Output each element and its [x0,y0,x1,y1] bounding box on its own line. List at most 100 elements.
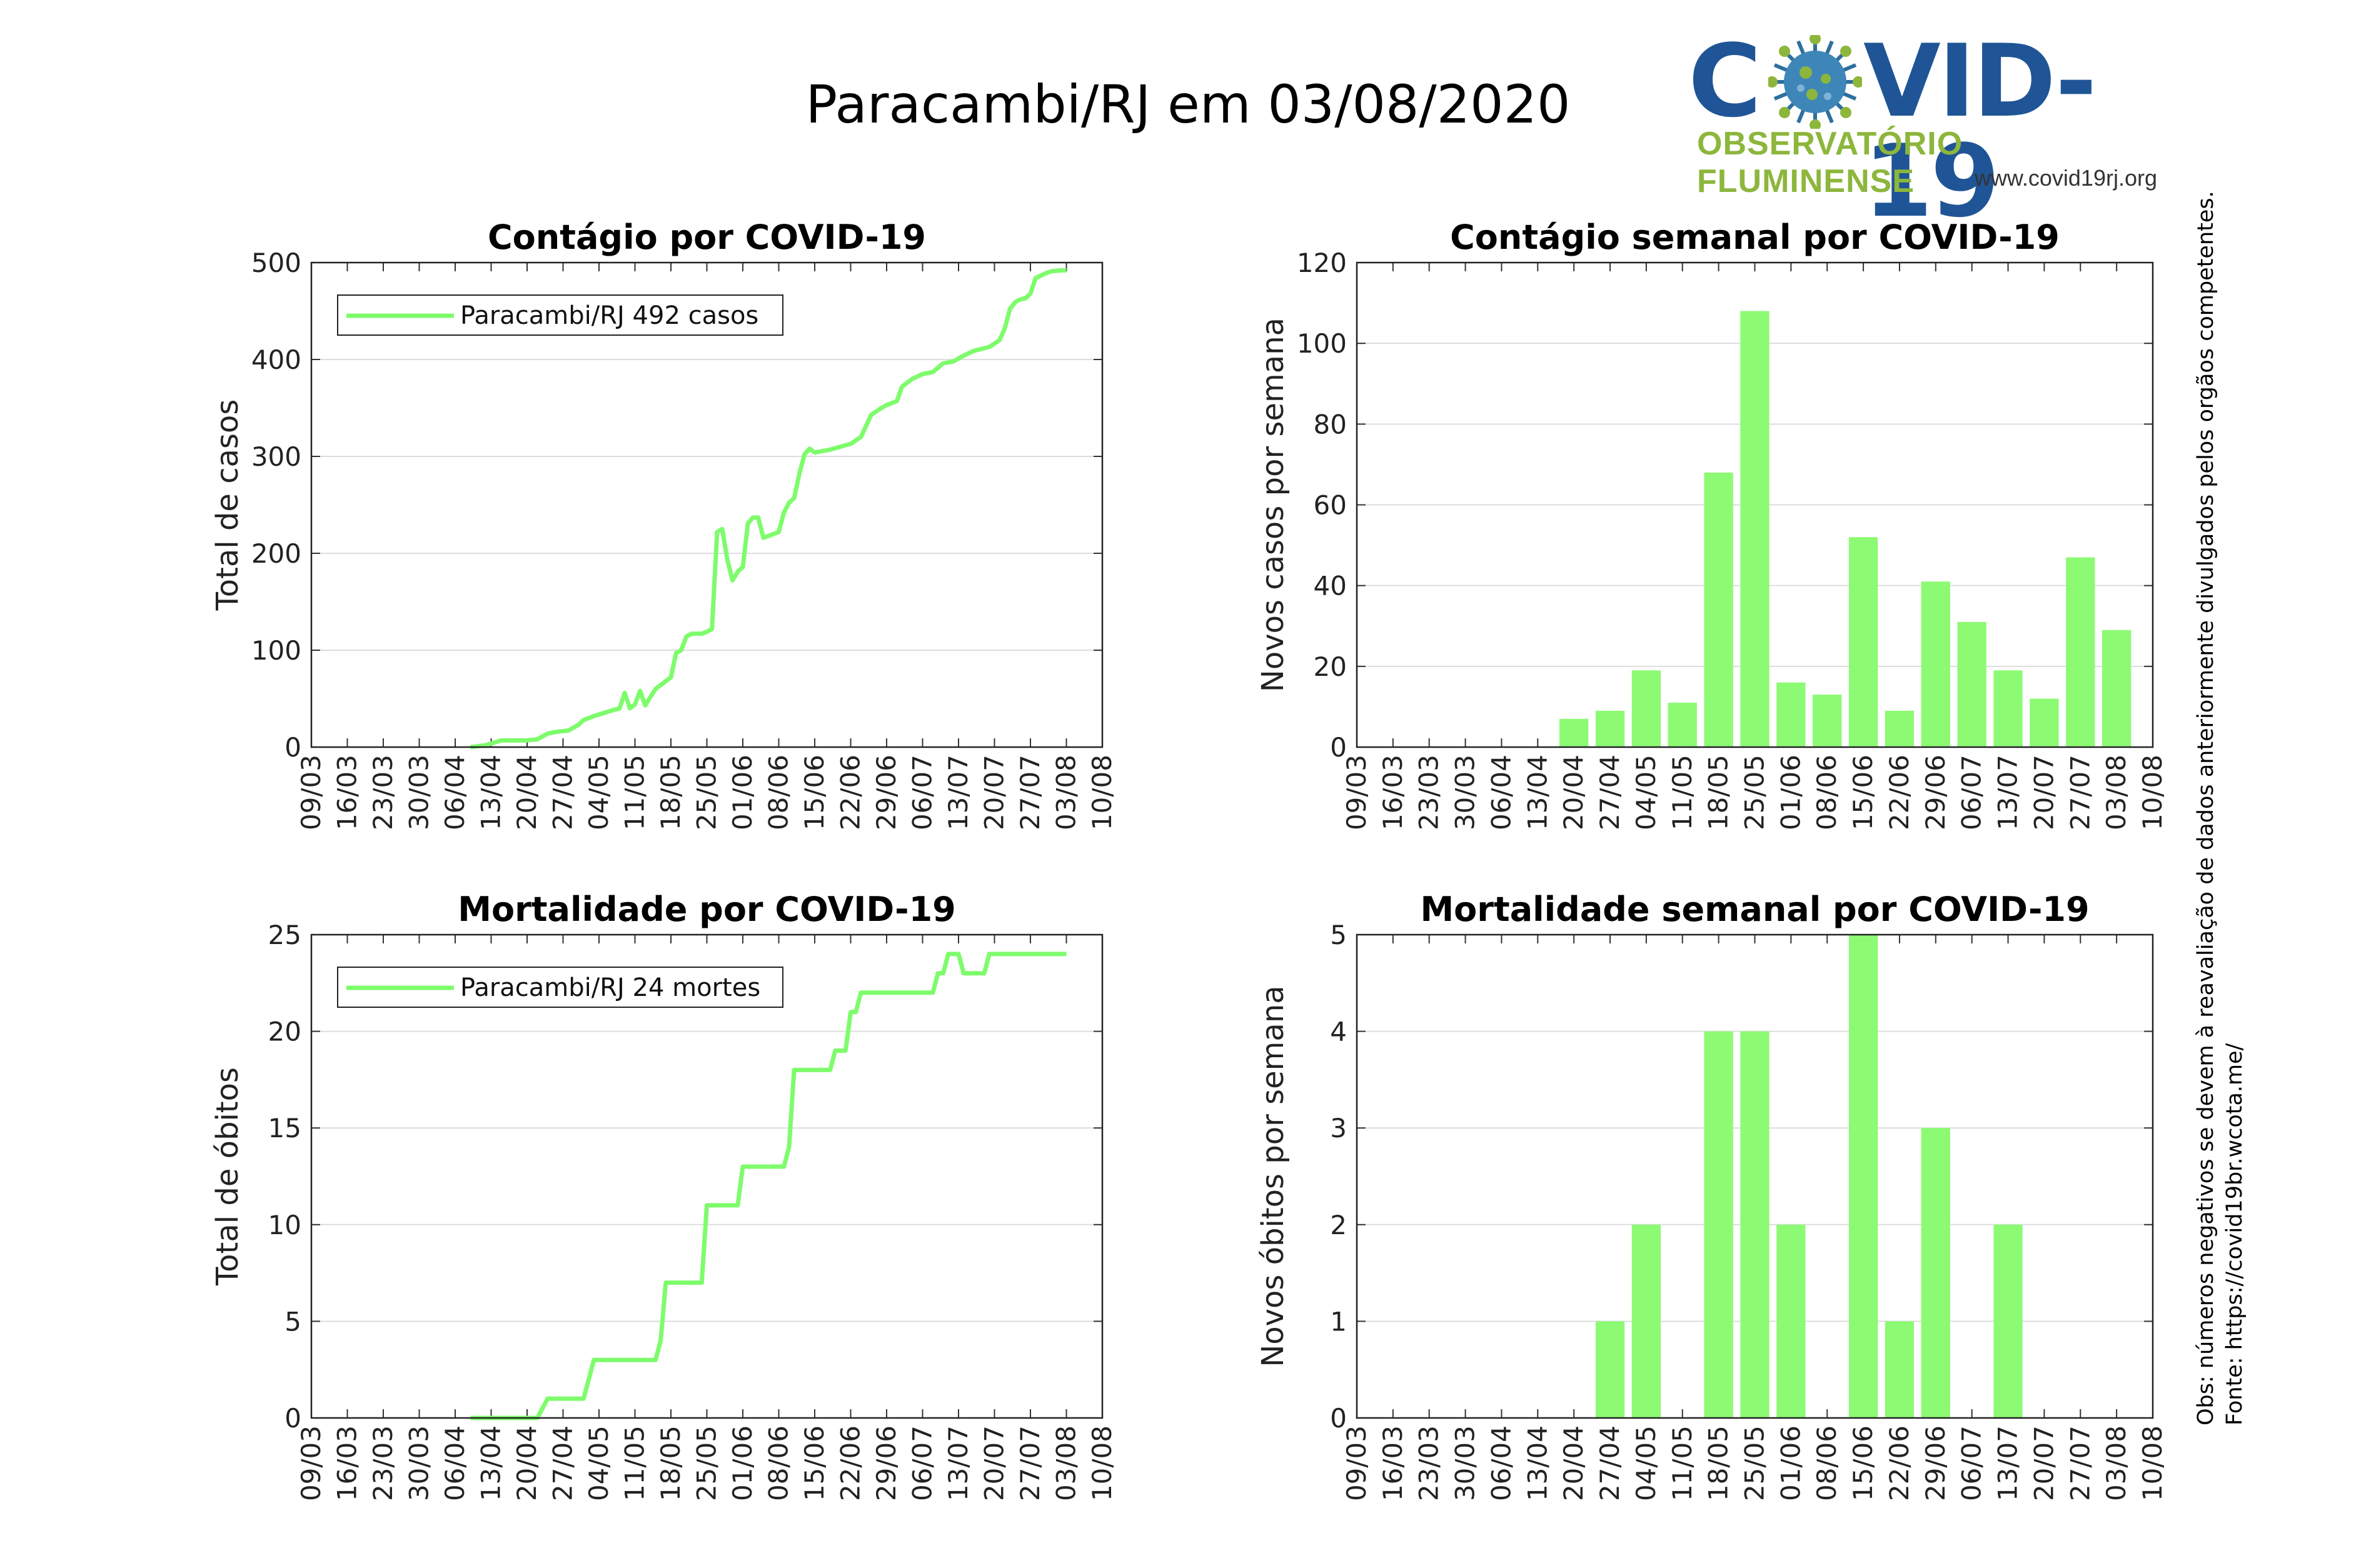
y-tick-label: 500 [251,248,301,278]
legend-label: Paracambi/RJ 24 mortes [460,973,760,1002]
bar [1776,682,1806,747]
x-tick-label: 20/04 [1558,755,1589,830]
chart-title: Contágio semanal por COVID-19 [1450,218,2060,257]
x-tick-label: 16/03 [332,1425,363,1501]
x-tick-label: 10/08 [1087,755,1117,830]
y-tick-label: 20 [1314,651,1347,682]
y-tick-label: 60 [1314,490,1347,521]
x-tick-label: 27/07 [1015,755,1045,830]
x-tick-label: 13/07 [943,755,974,830]
x-tick-label: 27/04 [548,755,578,830]
virus-icon [1768,35,1862,129]
x-tick-label: 03/08 [1051,1425,1082,1501]
bar [1631,1224,1661,1418]
chart-cum-deaths: 0 5 10 15 20 25 09/03 16/03 23/03 30/03 06/04 13/04… [210,890,1117,1501]
x-tick-label: 13/04 [476,755,506,830]
chart-title: Contágio por COVID-19 [488,218,926,257]
x-tick-label: 08/06 [1811,755,1842,830]
bar [1848,537,1878,747]
x-tick-label: 13/04 [1522,755,1553,830]
y-tick-label: 5 [1330,920,1347,950]
x-tick-label: 29/06 [871,1425,902,1501]
bar [2102,630,2132,747]
y-tick-label: 200 [251,538,301,569]
x-tick-label: 09/03 [296,755,326,830]
x-tick-label: 06/07 [1956,1425,1987,1501]
x-tick-label: 01/06 [727,1425,758,1501]
x-tick-label: 09/03 [1341,1425,1372,1501]
series-line [470,952,1067,1420]
x-tick-label: 15/06 [1848,1425,1878,1501]
y-axis-label: Total de casos [210,400,245,611]
x-tick-label: 22/06 [835,1425,866,1501]
y-axis-label: Novos casos por semana [1256,318,1291,692]
bar [1885,710,1915,747]
bar [1885,1321,1915,1418]
x-tick-label: 30/03 [404,755,435,830]
y-tick-label: 120 [1297,248,1347,278]
x-tick-label: 03/08 [2101,755,2132,830]
x-tick-label: 30/03 [1450,755,1481,830]
x-tick-label: 13/07 [1993,1425,2023,1501]
x-tick-label: 29/06 [871,755,902,830]
x-tick-label: 25/05 [1739,755,1770,830]
x-tick-label: 23/03 [1414,755,1444,830]
x-tick-label: 27/07 [2065,755,2095,830]
bar [1559,718,1589,747]
x-tick-label: 04/05 [1631,755,1661,830]
x-tick-label: 10/08 [1087,1425,1117,1501]
x-tick-label: 13/04 [476,1425,506,1501]
x-tick-label: 25/05 [692,755,722,830]
x-tick-label: 15/06 [799,1425,830,1501]
plot-frame [310,933,1104,1419]
x-tick-label: 13/07 [943,1425,974,1501]
logo-subtitle: OBSERVATÓRIO FLUMINENSE [1697,126,1963,199]
y-tick-label: 10 [268,1210,301,1240]
x-tick-label: 11/05 [1667,755,1698,830]
x-tick-label: 06/04 [440,755,470,830]
x-tick-label: 29/06 [1920,755,1951,830]
y-tick-label: 3 [1330,1113,1347,1143]
x-tick-label: 25/05 [1739,1425,1770,1501]
bar [1740,311,1769,747]
bar [1921,1128,1950,1418]
x-tick-label: 08/06 [763,755,794,830]
x-tick-label: 27/04 [1594,755,1625,830]
x-tick-label: 06/07 [1956,755,1987,830]
x-tick-label: 09/03 [1341,755,1372,830]
bar [1631,670,1661,747]
x-tick-label: 20/07 [979,755,1010,830]
x-tick-label: 15/06 [1848,755,1878,830]
bar [1595,710,1625,747]
y-tick-label: 5 [284,1306,301,1337]
y-tick-label: 80 [1314,409,1347,440]
x-tick-label: 04/05 [1631,1425,1661,1501]
x-tick-label: 20/04 [1558,1425,1589,1501]
x-tick-label: 06/04 [440,1425,470,1501]
y-axis-label: Total de óbitos [210,1067,245,1286]
x-tick-label: 01/06 [727,755,758,830]
y-tick-label: 1 [1330,1306,1347,1337]
x-tick-label: 23/03 [368,1425,398,1501]
x-tick-label: 13/07 [1993,755,2023,830]
x-tick-label: 23/03 [368,755,398,830]
bar [2066,557,2095,747]
y-tick-label: 20 [268,1017,301,1047]
y-tick-label: 0 [284,1403,301,1434]
x-tick-label: 22/06 [1884,1425,1915,1501]
x-tick-label: 08/06 [1811,1425,1842,1501]
plot-frame [1356,933,2154,1419]
bar [1776,1224,1806,1418]
bar [1813,695,1842,747]
x-tick-label: 20/07 [2028,755,2059,830]
y-tick-label: 100 [251,635,301,666]
bar [1740,1031,1769,1418]
logo-url: www.covid19rj.org [1974,165,2157,191]
y-tick-label: 0 [1330,732,1347,763]
y-axis-label: Novos óbitos por semana [1256,985,1291,1367]
chart-title: Mortalidade semanal por COVID-19 [1420,890,2089,929]
bar [1704,1031,1733,1418]
x-tick-label: 10/08 [2137,1425,2168,1501]
x-tick-label: 11/05 [620,1425,650,1501]
